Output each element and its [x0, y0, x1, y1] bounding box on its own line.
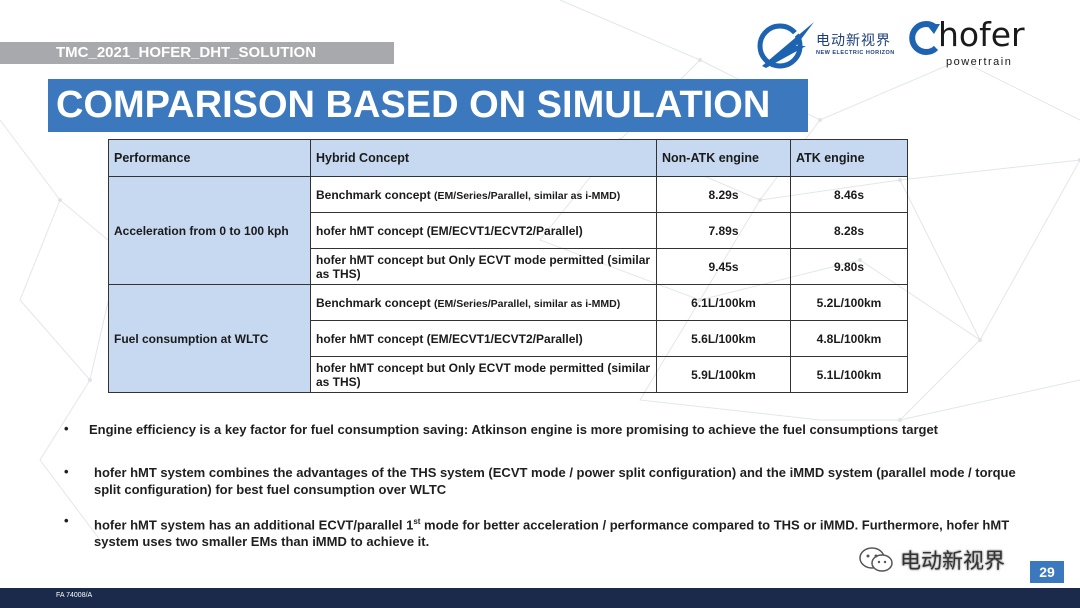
- table-row: hofer hMT concept but Only ECVT mode per…: [109, 356, 908, 393]
- concept-cell: hofer hMT concept (EM/ECVT1/ECVT2/Parall…: [310, 212, 657, 249]
- non-atk-value: 9.45s: [656, 248, 791, 285]
- performance-cell: Acceleration from 0 to 100 kph: [108, 176, 311, 285]
- new-electric-horizon-logo-icon: [757, 22, 814, 69]
- non-atk-value: 6.1L/100km: [656, 284, 791, 321]
- non-atk-value: 7.89s: [656, 212, 791, 249]
- wechat-watermark: 电动新视界: [858, 545, 1005, 575]
- performance-cell: Fuel consumption at WLTC: [108, 284, 311, 393]
- column-header-atk: ATK engine: [790, 139, 908, 177]
- hofer-logo-icon: [909, 21, 940, 55]
- document-tag: TMC_2021_HOFER_DHT_SOLUTION: [0, 42, 394, 64]
- atk-value: 5.2L/100km: [790, 284, 908, 321]
- bullet-text: Engine efficiency is a key factor for fu…: [89, 422, 939, 437]
- concept-cell: Benchmark concept (EM/Series/Parallel, s…: [310, 284, 657, 321]
- table-row: Acceleration from 0 to 100 kph Benchmark…: [108, 176, 908, 285]
- concept-cell: hofer hMT concept but Only ECVT mode per…: [310, 248, 657, 285]
- column-header-performance: Performance: [108, 139, 311, 177]
- concept-cell: Benchmark concept (EM/Series/Parallel, s…: [310, 176, 657, 213]
- bullet-marker: •: [64, 513, 69, 528]
- atk-value: 9.80s: [790, 248, 908, 285]
- atk-value: 5.1L/100km: [790, 356, 908, 393]
- footer-bar: [0, 588, 1080, 608]
- watermark-text: 电动新视界: [900, 549, 1005, 573]
- hofer-wordmark: hofer: [938, 15, 1025, 54]
- column-header-non-atk: Non-ATK engine: [656, 139, 791, 177]
- table-row: Fuel consumption at WLTC Benchmark conce…: [108, 284, 908, 393]
- table-header-row: Performance Hybrid Concept Non-ATK engin…: [108, 139, 908, 177]
- table-row: hofer hMT concept (EM/ECVT1/ECVT2/Parall…: [109, 320, 908, 357]
- atk-value: 8.28s: [790, 212, 908, 249]
- logo-area: 电动新视界 NEW ELECTRIC HORIZON hofer powertr…: [757, 14, 1040, 74]
- document-code: FA 74008/A: [56, 592, 93, 599]
- logo-cn-text: 电动新视界: [816, 33, 891, 49]
- bullet-text: hofer hMT system combines the advantages…: [94, 465, 1016, 497]
- bullet-text: hofer hMT system has an additional ECVT/…: [94, 517, 1010, 550]
- non-atk-value: 5.9L/100km: [656, 356, 791, 393]
- column-header-hybrid-concept: Hybrid Concept: [310, 139, 657, 177]
- atk-value: 8.46s: [790, 176, 908, 213]
- non-atk-value: 8.29s: [656, 176, 791, 213]
- page-number: 29: [1030, 561, 1064, 583]
- logo-en-text: NEW ELECTRIC HORIZON: [816, 50, 895, 56]
- bullet-marker: •: [64, 464, 69, 479]
- comparison-table: Performance Hybrid Concept Non-ATK engin…: [108, 139, 908, 393]
- page-title: COMPARISON BASED ON SIMULATION: [48, 79, 808, 132]
- bullet-marker: •: [64, 421, 69, 436]
- concept-cell: hofer hMT concept but Only ECVT mode per…: [310, 356, 657, 393]
- atk-value: 4.8L/100km: [790, 320, 908, 357]
- hofer-subtitle: powertrain: [946, 56, 1013, 68]
- wechat-icon: [859, 547, 893, 572]
- concept-cell: hofer hMT concept (EM/ECVT1/ECVT2/Parall…: [310, 320, 657, 357]
- non-atk-value: 5.6L/100km: [656, 320, 791, 357]
